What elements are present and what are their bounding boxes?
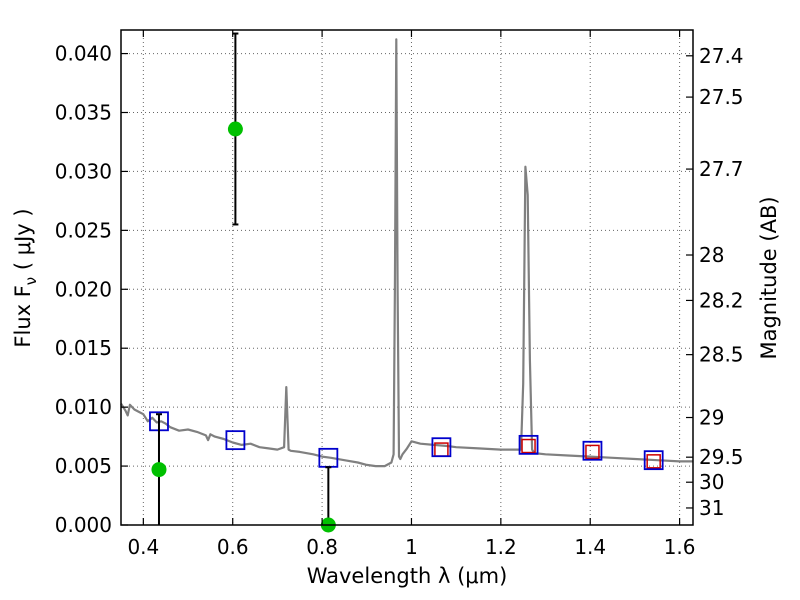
model-spectrum-line — [120, 38, 693, 468]
model-flux-blue-box — [225, 430, 246, 451]
y2-axis-label: Magnitude (AB) — [757, 196, 781, 359]
x-tick-label: 1.6 — [664, 535, 696, 559]
x-tick-label: 0.8 — [306, 535, 338, 559]
y-tick-label: 0.015 — [55, 336, 112, 360]
y-axis-label: Flux Fν ( μJy ) — [11, 208, 40, 347]
y-axis-label-group: Flux Fν ( μJy ) — [11, 208, 40, 347]
grid-layer — [121, 30, 693, 526]
x-tick-label: 0.6 — [217, 535, 249, 559]
mag-tick-label: 29 — [699, 406, 724, 430]
tick-layer: 0.4 0.6 0.8 1 1.2 1.4 1.6 0.000 0.005 0.010 0.015 0… — [55, 30, 744, 559]
plot-frame — [120, 29, 694, 526]
x-tick-label: 1.4 — [574, 535, 606, 559]
y-tick-label: 0.035 — [55, 101, 112, 125]
mag-tick-label: 28.5 — [699, 343, 744, 367]
y-tick-label: 0.000 — [55, 513, 112, 537]
y-tick-label: 0.005 — [55, 454, 112, 478]
x-axis-label: Wavelength λ (μm) — [307, 564, 508, 588]
y-tick-label: 0.010 — [55, 395, 112, 419]
observed-flux-point — [227, 121, 243, 137]
model-flux-red-box — [646, 454, 661, 469]
x-tick-label: 1.2 — [485, 535, 517, 559]
mag-tick-label: 31 — [699, 496, 724, 520]
y-axis-label-main: Flux F — [11, 285, 35, 347]
mag-tick-label: 27.5 — [699, 85, 744, 109]
marker-layer — [149, 32, 664, 533]
model-flux-red-box — [521, 438, 536, 454]
y-tick-label: 0.040 — [55, 42, 112, 66]
spectrum-layer — [120, 38, 693, 468]
y-tick-label: 0.025 — [55, 218, 112, 242]
mag-tick-label: 28.2 — [699, 288, 744, 312]
mag-tick-label: 30 — [699, 470, 724, 494]
model-flux-red-box — [585, 444, 600, 460]
observed-flux-point — [151, 462, 167, 478]
y-axis-label-sub: ν — [22, 277, 40, 285]
y-tick-label: 0.030 — [55, 159, 112, 183]
model-flux-blue-box — [518, 434, 539, 455]
x-tick-label: 1 — [405, 535, 418, 559]
model-flux-blue-box — [582, 440, 603, 461]
mag-tick-label: 27.7 — [699, 157, 744, 181]
y-tick-label: 0.020 — [55, 277, 112, 301]
y-axis-label-unit: ( μJy ) — [11, 208, 35, 276]
model-flux-blue-box — [643, 450, 664, 471]
mag-tick-label: 27.4 — [699, 44, 744, 68]
x-tick-label: 0.4 — [127, 535, 159, 559]
model-flux-blue-box — [431, 437, 452, 458]
mag-tick-label: 29.5 — [699, 445, 744, 469]
mag-tick-label: 28 — [699, 243, 724, 267]
